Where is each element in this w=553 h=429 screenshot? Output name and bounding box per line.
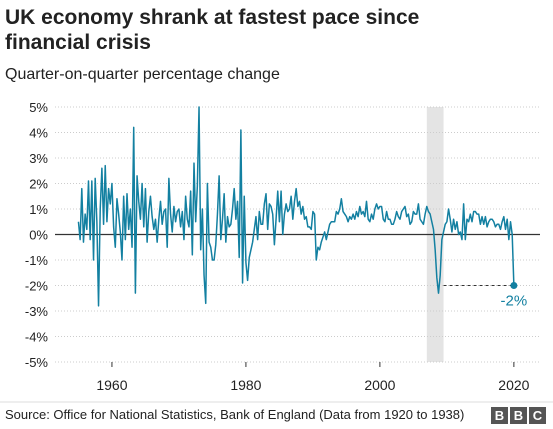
source: Source: Office for National Statistics, … bbox=[5, 407, 464, 422]
x-tick-label: 1980 bbox=[230, 377, 261, 393]
chart-title-line: UK economy shrank at fastest pace since bbox=[5, 6, 419, 29]
y-tick-label: 4% bbox=[29, 126, 48, 141]
y-tick-label: -4% bbox=[25, 330, 49, 345]
logo-letter: C bbox=[533, 408, 543, 423]
logo: B B C bbox=[491, 407, 546, 424]
y-tick-label: 2% bbox=[29, 177, 48, 192]
y-tick-label: 1% bbox=[29, 202, 48, 217]
line bbox=[77, 106, 515, 307]
logo-box bbox=[510, 407, 527, 424]
y-tick-label: -3% bbox=[25, 304, 49, 319]
logo-box bbox=[491, 407, 508, 424]
chart-subtitle: Quarter-on-quarter percentage change bbox=[5, 66, 280, 83]
x-tick-label: 1960 bbox=[96, 377, 127, 393]
annotation-label: -2% bbox=[501, 293, 528, 310]
logo-box bbox=[529, 407, 546, 424]
y-tick-label: -1% bbox=[25, 253, 49, 268]
y-tick-label: 3% bbox=[29, 151, 48, 166]
y-tick-label: 0% bbox=[29, 228, 48, 243]
x-tick-label: 2000 bbox=[364, 377, 395, 393]
logo-letter: B bbox=[495, 408, 504, 423]
y-tick-label: 5% bbox=[29, 100, 48, 115]
annotation-marker bbox=[510, 282, 518, 289]
x-tick-label: 2020 bbox=[498, 377, 529, 393]
y-tick-label: -5% bbox=[25, 355, 49, 370]
y-tick-label: -2% bbox=[25, 279, 49, 294]
logo-letter: B bbox=[514, 408, 523, 423]
chart-title-line: financial crisis bbox=[5, 31, 151, 54]
